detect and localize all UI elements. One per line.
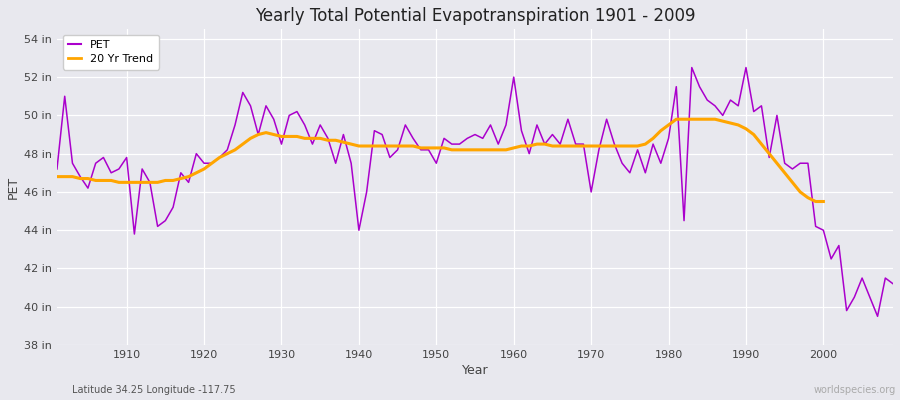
Title: Yearly Total Potential Evapotranspiration 1901 - 2009: Yearly Total Potential Evapotranspiratio… [255, 7, 696, 25]
Legend: PET, 20 Yr Trend: PET, 20 Yr Trend [62, 35, 159, 70]
Y-axis label: PET: PET [7, 176, 20, 199]
Text: Latitude 34.25 Longitude -117.75: Latitude 34.25 Longitude -117.75 [72, 385, 236, 395]
X-axis label: Year: Year [462, 364, 489, 377]
Text: worldspecies.org: worldspecies.org [814, 385, 896, 395]
